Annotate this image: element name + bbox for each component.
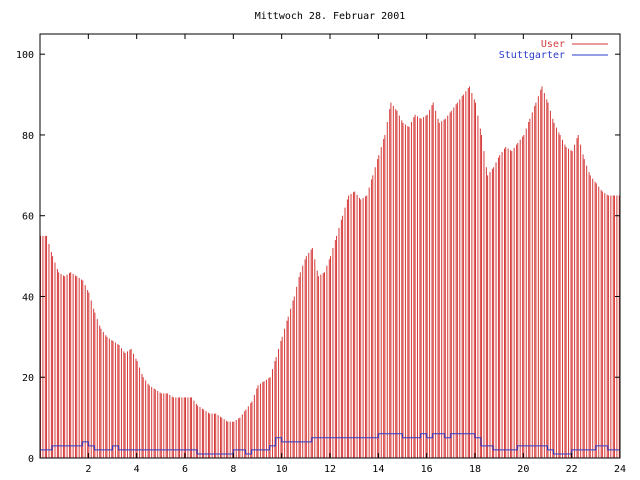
x-tick-label: 12 [324,464,336,475]
y-axis: 0 20 40 60 80 100 [16,50,620,465]
x-axis: 2 4 6 8 10 12 14 16 18 20 22 24 [85,34,626,475]
legend-label: User [541,39,565,50]
legend-label: Stuttgarter [499,50,565,61]
x-tick-label: 2 [85,464,91,475]
y-tick-label: 80 [22,131,34,142]
x-tick-label: 24 [614,464,626,475]
y-tick-label: 100 [16,50,34,61]
y-tick-label: 20 [22,373,34,384]
x-tick-label: 6 [182,464,188,475]
y-tick-label: 60 [22,212,34,223]
plot-area [40,86,620,458]
x-tick-label: 8 [230,464,236,475]
y-tick-label: 40 [22,292,34,303]
x-tick-label: 18 [469,464,481,475]
chart-title: Mittwoch 28. Februar 2001 [255,11,406,22]
x-tick-label: 16 [421,464,433,475]
y-tick-label: 0 [28,454,34,465]
series-stuttgarter [40,433,620,455]
x-tick-label: 14 [372,464,384,475]
x-tick-label: 4 [134,464,140,475]
series-user [40,86,620,458]
x-tick-label: 22 [566,464,578,475]
stuttgarter-line [40,433,620,455]
x-tick-label: 10 [276,464,288,475]
x-tick-label: 20 [517,464,529,475]
